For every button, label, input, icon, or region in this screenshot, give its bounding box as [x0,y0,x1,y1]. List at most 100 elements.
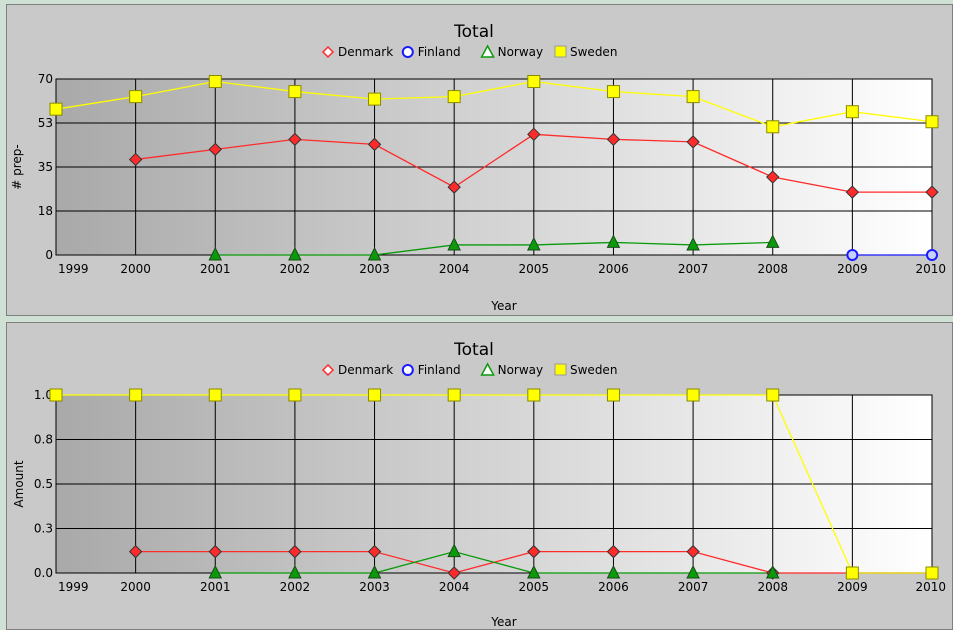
chart2-point-norway-2003 [367,564,382,579]
triangle-icon [480,362,495,376]
diamond-icon [321,363,335,377]
chart2-point-sweden-2008 [766,388,780,402]
chart2-legend-label-denmark: Denmark [338,363,393,377]
chart2-point-denmark-2006 [606,544,621,559]
chart1-y-tick-label: 53 [38,116,53,130]
chart1-legend-item-denmark: Denmark [321,45,393,59]
chart2-legend-label-sweden: Sweden [570,363,617,377]
chart2-x-tick-label: 2007 [678,580,709,594]
chart-panel-prep-count: Total Denmark Finland Norway Sweden 0 18 35 53 70… [6,4,953,316]
chart1-series-line-sweden [55,80,933,128]
chart1-point-denmark-2002 [288,132,302,147]
triangle-icon [480,44,495,58]
chart2-point-denmark-2002 [288,544,302,559]
chart2-y-tick-label: 1.0 [34,388,53,402]
chart1-legend-label-finland: Finland [418,45,461,59]
chart1-legend-item-norway: Norway [480,44,543,59]
circle-icon [401,364,414,376]
chart1-x-tick-label: 2000 [120,262,151,276]
chart1-point-norway-2005 [527,236,541,251]
chart1-point-denmark-2008 [766,170,780,184]
chart2-point-sweden-2010 [925,566,939,580]
chart1-x-tick-label: 2004 [439,262,470,276]
square-icon [554,363,567,376]
chart2-point-norway-2001 [208,564,223,579]
chart1-x-tick-label: 2005 [519,262,550,276]
chart2-point-denmark-2000 [128,544,143,559]
chart2-point-denmark-2001 [208,544,222,559]
chart2-title: Total [453,340,494,360]
chart2-point-norway-2008 [765,564,780,579]
chart2-point-norway-2005 [527,564,541,579]
chart1-point-denmark-2001 [208,142,222,157]
chart2-y-tick-label: 0.5 [34,477,53,491]
chart2-x-tick-label: 2010 [915,580,946,594]
chart1-point-sweden-2004 [447,90,461,104]
circle-icon [401,46,414,58]
chart1-x-tick-label: 1999 [58,262,89,276]
chart2-legend-item-sweden: Sweden [554,363,617,377]
chart2-x-tick-label: 2009 [837,580,868,594]
chart2-point-norway-2004 [447,543,461,558]
chart2-point-sweden-2006 [606,388,620,402]
chart1-x-tick-label: 2009 [837,262,868,276]
chart1-point-sweden-2001 [208,75,222,89]
chart1-point-sweden-2009 [845,105,859,119]
chart2-x-tick-label: 2001 [200,580,231,594]
chart2-point-sweden-2003 [368,388,382,402]
chart1-point-sweden-2005 [527,75,541,89]
chart2-x-tick-label: 2005 [519,580,550,594]
chart2-point-sweden-2000 [129,388,143,402]
chart2-point-denmark-2005 [527,544,541,559]
chart1-point-denmark-2005 [527,127,541,142]
chart2-point-denmark-2007 [686,544,700,559]
chart1-point-denmark-2004 [447,180,461,194]
chart1-x-tick-label: 2001 [200,262,231,276]
chart1-x-tick-label: 2008 [757,262,788,276]
chart1-x-tick-label: 2010 [915,262,946,276]
chart1-title: Total [453,22,494,42]
chart1-x-axis-label: Year [490,299,516,313]
chart1-legend-label-sweden: Sweden [570,45,617,59]
chart2-series-line-norway [215,550,773,574]
chart2-point-sweden-2004 [447,388,461,402]
chart2-legend-label-norway: Norway [498,363,544,377]
chart1-point-norway-2008 [765,234,780,248]
chart2-y-axis-label: Amount [12,460,26,507]
chart1-point-sweden-2000 [129,90,143,104]
chart1-point-denmark-2000 [128,152,143,167]
chart1-point-denmark-2003 [367,137,382,152]
chart1-point-norway-2006 [606,234,621,248]
chart2-x-axis-label: Year [490,615,516,629]
chart2-x-tick-label: 2003 [359,580,390,594]
chart1-x-tick-label: 2007 [678,262,709,276]
chart1-point-norway-2002 [288,246,302,261]
chart-amount: Total Denmark Finland Norway Sweden 0.0 0.3 0.5… [12,340,946,629]
chart2-point-denmark-2003 [367,544,382,559]
chart2-point-norway-2006 [606,564,621,579]
chart2-y-tick-label: 0.8 [34,433,53,447]
chart2-x-tick-label: 2000 [120,580,151,594]
chart1-plot-border [55,78,933,256]
chart1-point-norway-2004 [447,236,461,251]
chart2-legend-item-finland: Finland [401,363,461,377]
chart-prep-count: Total Denmark Finland Norway Sweden 0 18 35 53 70… [10,22,946,313]
chart2-legend: Denmark Finland Norway Sweden [321,362,617,377]
chart1-legend: Denmark Finland Norway Sweden [321,44,617,59]
chart1-point-sweden-2010 [925,115,939,129]
chart2-point-sweden-2009 [845,566,859,580]
chart1-y-tick-label: 35 [38,160,53,174]
chart2-legend-label-finland: Finland [418,363,461,377]
chart1-x-tick-label: 2002 [280,262,311,276]
chart1-point-denmark-2007 [686,135,700,149]
chart1-point-sweden-1999 [49,102,63,116]
chart2-y-tick-label: 0.3 [34,522,53,536]
chart2-point-sweden-2001 [208,388,222,402]
chart1-point-norway-2003 [367,246,382,261]
chart1-series-line-norway [215,241,773,256]
square-icon [554,45,567,58]
chart2-x-tick-label: 2008 [757,580,788,594]
chart2-point-sweden-1999 [49,388,63,402]
chart1-y-axis-label: # prep- [10,144,24,190]
chart2-x-tick-label: 2006 [598,580,629,594]
